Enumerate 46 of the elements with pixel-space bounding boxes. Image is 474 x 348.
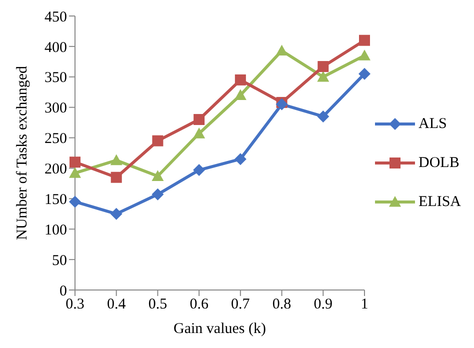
point [110,172,122,183]
legend-label: ELISA [418,194,461,210]
y-tick-label: 100 [44,222,67,238]
x-tick-label: 0.4 [106,296,126,313]
point [69,167,81,178]
point [193,128,206,138]
y-tick-label: 250 [44,131,67,148]
y-tick-label: 200 [44,162,67,178]
y-tick-label: 50 [52,252,67,269]
y-tick-label: 150 [44,192,67,208]
point [234,74,246,86]
legend-label: DOLB [418,154,460,172]
legend-label: ALS [418,116,447,132]
y-tick-label: 450 [44,9,67,26]
point [358,68,370,80]
x-tick-label: 0.8 [272,296,292,313]
point [69,196,81,208]
point [152,135,164,146]
y-axis-title: NUmber of Tasks exchanged [14,65,30,240]
point [276,98,288,110]
x-tick-label: 0.9 [314,296,333,313]
y-tick-label: 0 [60,283,67,300]
x-axis-title: Gain values (k) [174,321,266,337]
point [194,114,205,126]
point [152,188,164,200]
point [234,153,246,166]
y-tick-label: 300 [44,100,67,117]
point [359,34,370,46]
point [317,70,330,82]
point [70,156,80,168]
y-tick-label: 400 [44,40,67,56]
point [193,164,206,176]
x-tick-label: 0.3 [66,296,84,313]
point [318,61,329,72]
point [358,50,370,60]
point [276,44,288,56]
point [317,110,330,122]
point [234,89,246,100]
x-tick-label: 1 [360,296,368,313]
point [110,154,122,166]
point [110,208,122,220]
point [152,170,164,181]
x-tick-label: 0.5 [148,296,168,313]
y-tick-label: 350 [44,70,67,86]
x-tick-label: 0.7 [231,296,250,313]
x-tick-label: 0.6 [190,296,209,313]
